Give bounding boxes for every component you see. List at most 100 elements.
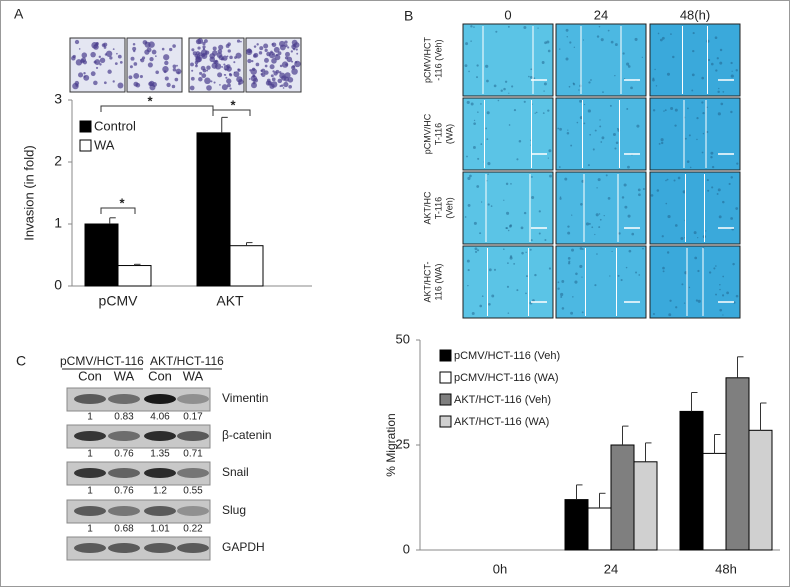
cell [529,76,533,79]
blot-band [144,543,176,553]
cell [279,85,282,88]
cell [479,232,482,235]
cell [471,311,475,315]
cell [162,66,169,73]
cell [509,256,513,260]
cell [273,46,280,53]
cell [195,63,198,66]
cell [722,275,725,278]
cell [238,82,241,86]
cell [525,292,527,295]
x-tick-label: 0h [493,561,507,576]
cell [277,78,283,84]
cell [546,40,550,44]
cell [133,49,136,53]
cell [642,187,645,190]
cell [695,299,698,302]
cell [112,80,115,83]
bar [748,429,773,551]
error-bar [576,484,583,500]
cell [557,127,560,130]
cell [287,76,294,83]
y-tick-label: 1 [54,215,62,231]
cell [564,177,568,181]
significance-bracket [100,207,136,214]
cell [680,236,684,240]
cell [717,90,720,94]
cell [130,56,135,61]
cell [665,179,667,182]
error-bar [645,442,652,462]
wound-image [649,23,741,97]
cell [488,268,492,272]
cell [583,103,586,106]
cell [677,176,681,180]
wound-image [462,23,554,97]
cell [201,52,208,60]
cell [642,247,644,250]
cell [464,64,468,68]
cell [674,224,678,227]
cell [287,46,290,49]
cell [670,106,674,111]
cell [221,66,224,68]
blot-band [144,394,176,404]
cell [665,202,668,205]
cell [282,87,285,89]
y-tick-label: 0 [403,541,410,556]
cell [497,99,500,102]
cell [525,275,528,278]
cell [151,49,157,55]
cell [285,51,290,57]
blot-band [177,468,209,478]
error-bar [760,402,767,431]
cell [290,50,293,53]
bar [633,461,658,551]
cell [487,173,489,175]
cell [688,134,691,137]
cell [192,51,197,56]
cell [717,112,721,116]
cell [548,267,552,270]
error-bar [714,434,721,454]
cell [269,64,275,70]
cell [692,32,695,35]
cell [202,47,206,51]
cell [281,61,289,68]
cell [609,104,612,107]
cell [674,124,677,127]
cell [485,127,488,130]
cell [200,65,206,71]
cell [155,55,157,57]
cell [133,62,138,66]
cell [258,51,263,55]
cell [112,48,115,50]
cell [271,53,274,56]
cell [731,70,733,72]
cell [694,256,698,260]
cell [198,52,203,57]
significance-star: * [147,93,153,108]
cell [117,54,122,59]
cell [587,109,591,113]
cell [201,73,207,79]
cell [273,71,278,76]
x-tick-label: pCMV [99,293,139,309]
cell [707,189,710,192]
cell [190,62,194,67]
bar [702,452,727,551]
cell [661,235,664,238]
cell [487,203,490,206]
cell [488,302,491,306]
cell [718,215,722,219]
cell [264,70,269,75]
cell [558,48,561,50]
cell [691,73,695,77]
error-bar [246,242,253,246]
band-quantity: 1.35 [150,449,170,460]
legend-swatch [439,371,452,384]
cell [523,100,526,103]
cell [697,269,700,273]
cell [191,48,195,52]
